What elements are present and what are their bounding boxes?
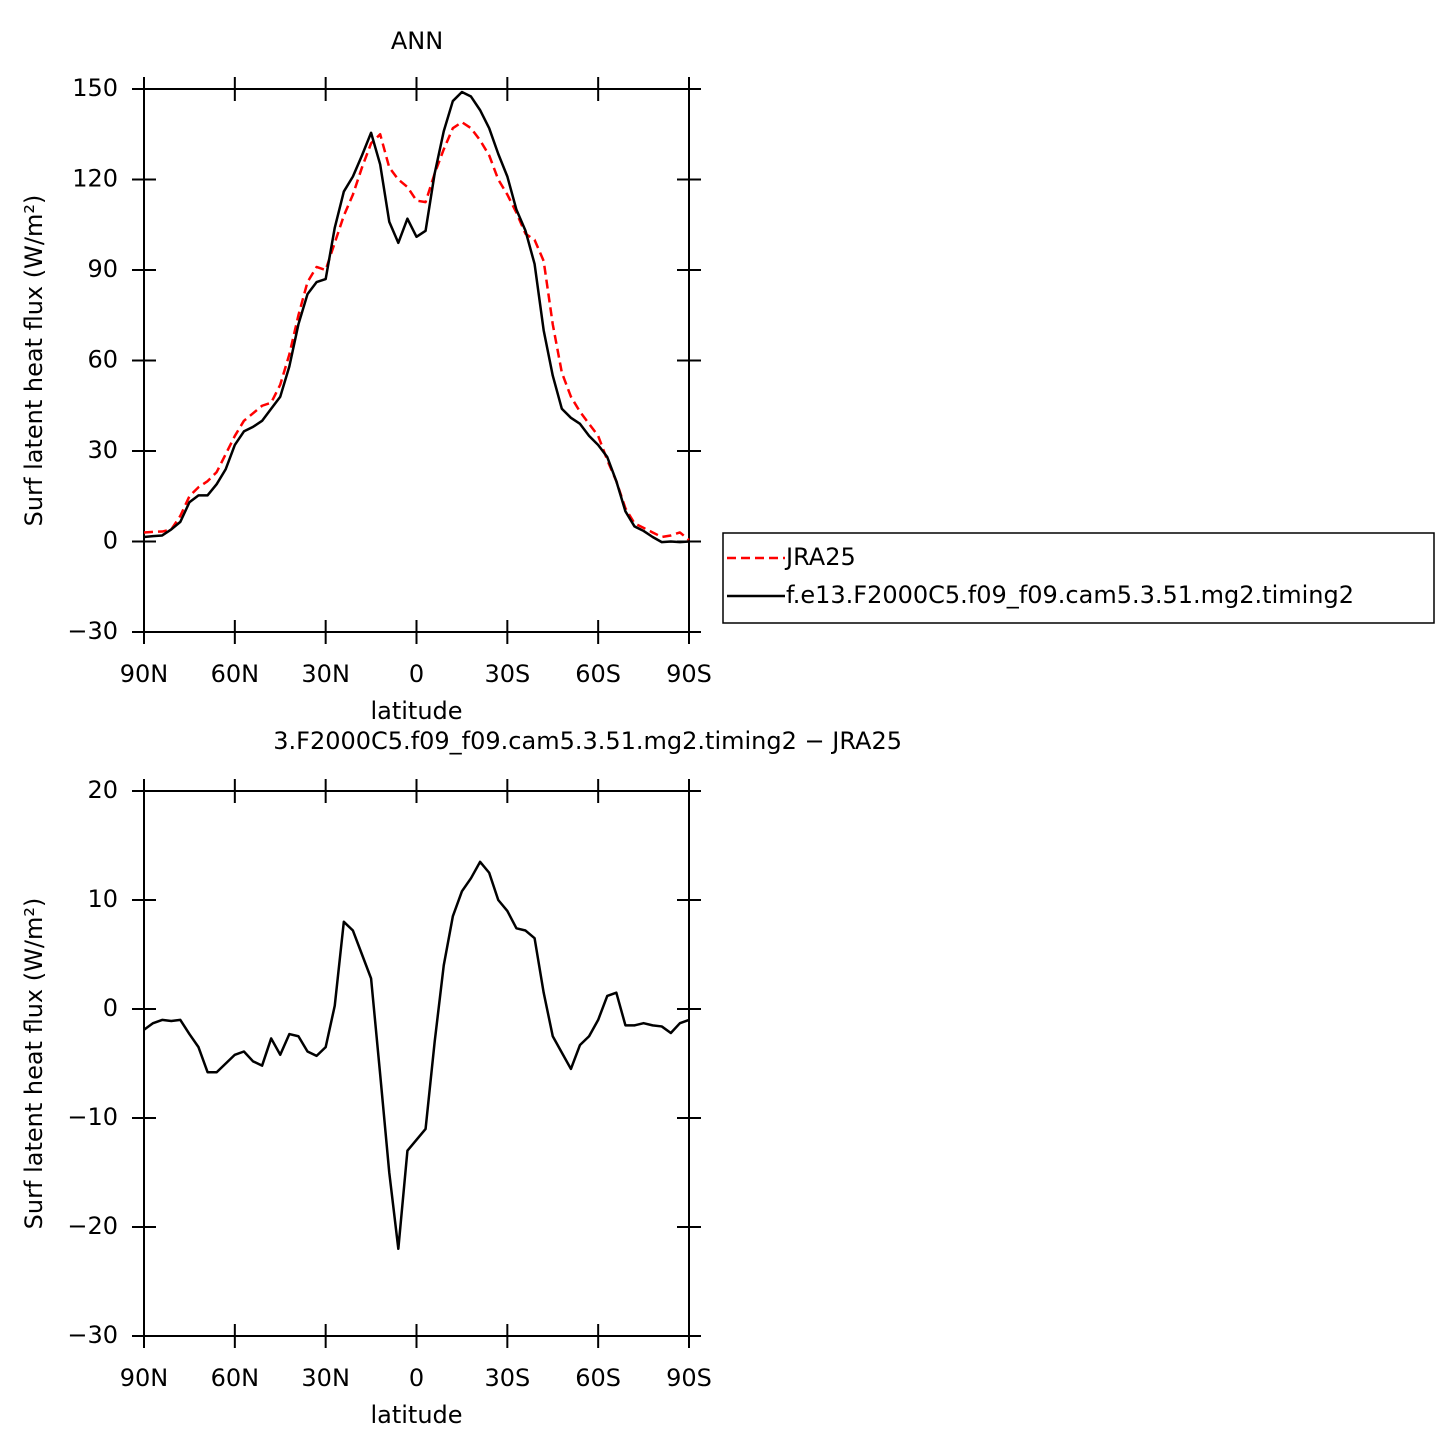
y-tick-label: 120	[72, 165, 118, 193]
y-tick-label: 90	[87, 255, 118, 283]
x-tick-label: 60N	[211, 1364, 260, 1392]
plot-frame	[143, 88, 690, 633]
x-tick-label: 0	[409, 660, 424, 688]
y-axis-label: Surf latent heat flux (W/m²)	[20, 195, 48, 527]
x-tick-label: 30S	[484, 660, 530, 688]
y-tick-label: −20	[67, 1212, 118, 1240]
y-tick-label: 30	[87, 436, 118, 464]
x-tick-label: 0	[409, 1364, 424, 1392]
chart-title: ANN	[391, 27, 443, 55]
x-axis-label: latitude	[370, 1401, 462, 1429]
x-tick-label: 90S	[666, 660, 712, 688]
y-tick-label: 0	[103, 527, 118, 555]
chart-title: 3.F2000C5.f09_f09.cam5.3.51.mg2.timing2 …	[273, 727, 902, 755]
x-tick-label: 60N	[211, 660, 260, 688]
data-line	[143, 120, 690, 541]
x-tick-label: 60S	[575, 660, 621, 688]
x-tick-label: 90S	[666, 1364, 712, 1392]
x-tick-label: 90N	[120, 1364, 169, 1392]
data-line	[143, 90, 690, 544]
y-tick-label: 10	[87, 885, 118, 913]
y-tick-label: 0	[103, 994, 118, 1022]
y-tick-label: −10	[67, 1103, 118, 1131]
x-tick-label: 30S	[484, 1364, 530, 1392]
y-tick-label: −30	[67, 617, 118, 645]
x-axis-label: latitude	[370, 697, 462, 725]
y-tick-label: 150	[72, 74, 118, 102]
x-tick-label: 60S	[575, 1364, 621, 1392]
y-tick-label: −30	[67, 1321, 118, 1349]
y-tick-label: 20	[87, 776, 118, 804]
legend-label: JRA25	[784, 543, 856, 571]
y-tick-label: 60	[87, 346, 118, 374]
x-tick-label: 90N	[120, 660, 169, 688]
legend-label: f.e13.F2000C5.f09_f09.cam5.3.51.mg2.timi…	[786, 581, 1354, 609]
x-tick-label: 30N	[301, 1364, 350, 1392]
x-tick-label: 30N	[301, 660, 350, 688]
legend-box	[722, 532, 1435, 624]
y-axis-label: Surf latent heat flux (W/m²)	[20, 898, 48, 1230]
plot-frame	[143, 790, 690, 1337]
data-line	[143, 860, 690, 1251]
